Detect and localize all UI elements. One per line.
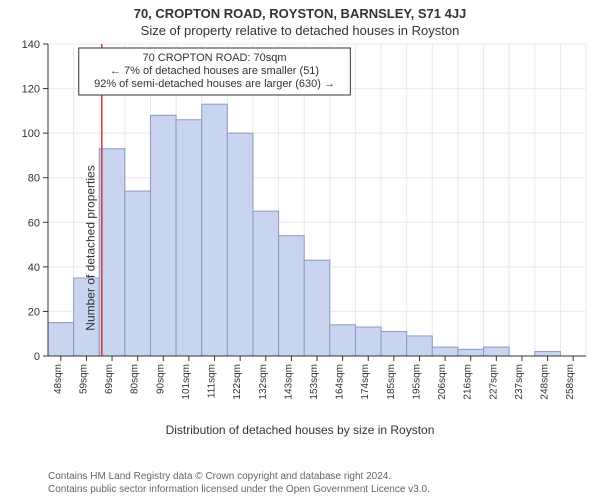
- svg-text:80sqm: 80sqm: [130, 364, 141, 394]
- svg-text:153sqm: 153sqm: [309, 364, 320, 400]
- svg-text:69sqm: 69sqm: [104, 364, 115, 394]
- bar: [176, 120, 202, 356]
- svg-text:258sqm: 258sqm: [565, 364, 576, 400]
- bar: [458, 349, 484, 356]
- bar: [407, 336, 433, 356]
- svg-text:143sqm: 143sqm: [283, 364, 294, 400]
- svg-text:20: 20: [28, 306, 40, 318]
- page-title: 70, CROPTON ROAD, ROYSTON, BARNSLEY, S71…: [0, 0, 600, 21]
- y-axis-label: Number of detached properties: [84, 165, 98, 330]
- svg-text:60: 60: [28, 217, 40, 229]
- svg-text:185sqm: 185sqm: [386, 364, 397, 400]
- annotation-line: ← 7% of detached houses are smaller (51): [110, 65, 319, 77]
- svg-text:122sqm: 122sqm: [232, 364, 243, 400]
- x-axis-label: Distribution of detached houses by size …: [0, 423, 600, 437]
- bar: [381, 331, 407, 356]
- bar: [202, 104, 228, 356]
- bar: [432, 347, 458, 356]
- bar: [304, 260, 330, 356]
- svg-text:120: 120: [22, 84, 40, 96]
- bar: [125, 191, 151, 356]
- bar: [355, 327, 381, 356]
- svg-text:59sqm: 59sqm: [78, 364, 89, 394]
- svg-text:111sqm: 111sqm: [207, 364, 218, 398]
- bar: [279, 236, 305, 356]
- svg-text:227sqm: 227sqm: [488, 364, 499, 400]
- svg-text:248sqm: 248sqm: [540, 364, 551, 400]
- svg-text:100: 100: [22, 128, 40, 140]
- svg-text:48sqm: 48sqm: [53, 364, 64, 394]
- bar: [484, 347, 510, 356]
- svg-text:40: 40: [28, 262, 40, 274]
- bar: [99, 149, 125, 356]
- svg-text:90sqm: 90sqm: [155, 364, 166, 394]
- svg-text:0: 0: [34, 351, 40, 363]
- svg-text:164sqm: 164sqm: [335, 364, 346, 400]
- svg-text:206sqm: 206sqm: [437, 364, 448, 400]
- footer-line-2: Contains public sector information licen…: [48, 483, 430, 496]
- bar: [150, 115, 176, 356]
- bar: [535, 352, 561, 356]
- footer-line-1: Contains HM Land Registry data © Crown c…: [48, 470, 430, 483]
- bar: [227, 133, 253, 356]
- chart-subtitle: Size of property relative to detached ho…: [0, 21, 600, 38]
- svg-text:140: 140: [22, 39, 40, 51]
- svg-text:101sqm: 101sqm: [181, 364, 192, 400]
- svg-text:195sqm: 195sqm: [411, 364, 422, 400]
- svg-text:80: 80: [28, 173, 40, 185]
- footer-attribution: Contains HM Land Registry data © Crown c…: [48, 470, 430, 496]
- annotation-line: 70 CROPTON ROAD: 70sqm: [143, 52, 287, 64]
- svg-text:216sqm: 216sqm: [463, 364, 474, 400]
- bar: [48, 323, 74, 356]
- chart-container: Number of detached properties 0 20 40 60 80 1…: [0, 38, 600, 458]
- svg-text:237sqm: 237sqm: [514, 364, 525, 400]
- bar: [253, 211, 279, 356]
- bar: [330, 325, 356, 356]
- svg-text:132sqm: 132sqm: [258, 364, 269, 400]
- svg-text:174sqm: 174sqm: [360, 364, 371, 400]
- annotation-line: 92% of semi-detached houses are larger (…: [94, 78, 335, 90]
